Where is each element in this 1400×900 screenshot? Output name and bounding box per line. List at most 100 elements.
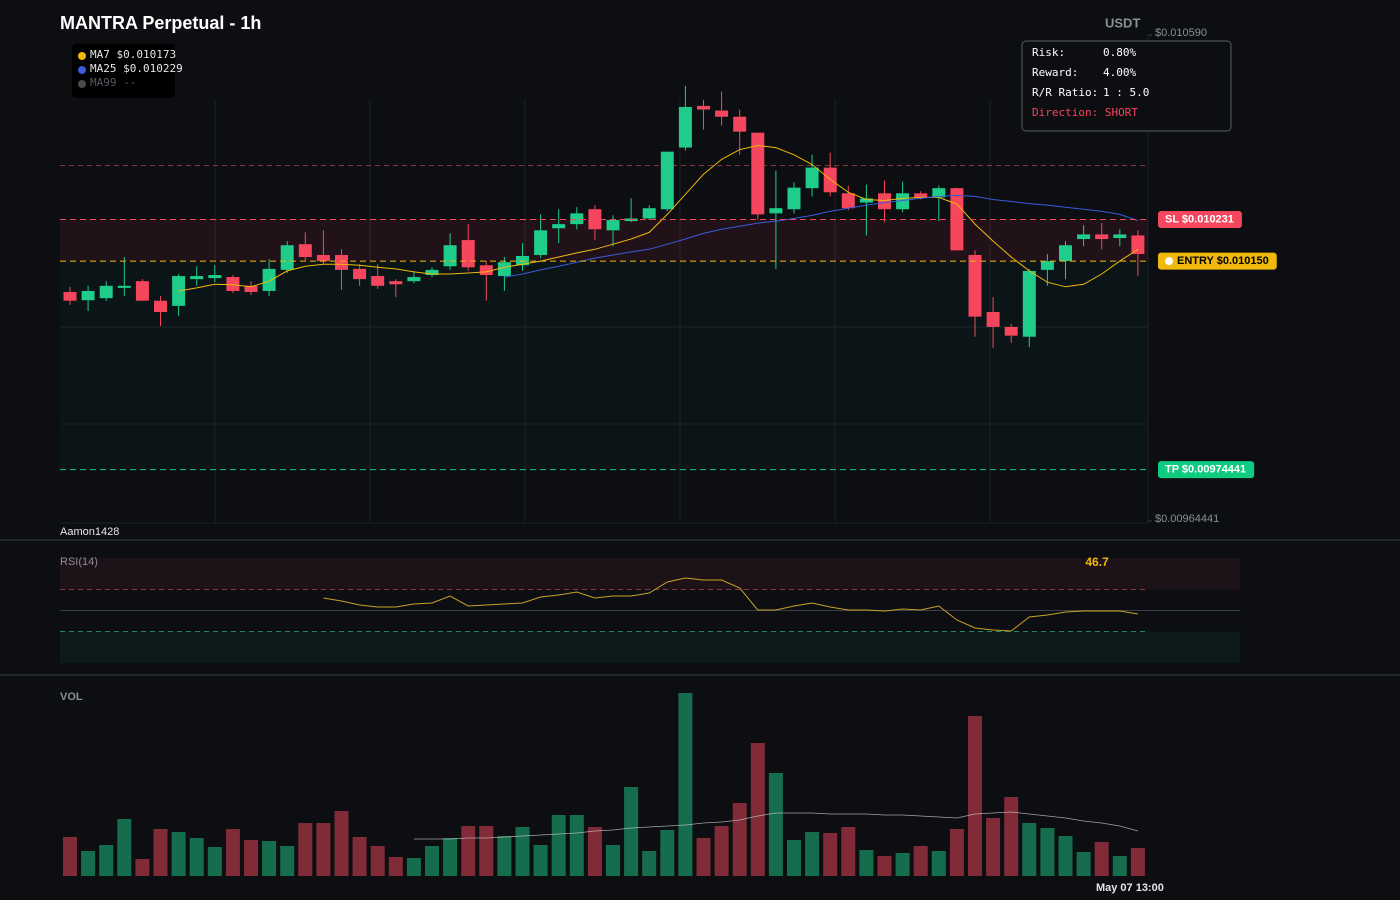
candle-body (371, 276, 385, 286)
volume-bar (189, 838, 204, 876)
candle-body (1077, 234, 1091, 240)
candle-body (407, 277, 421, 282)
volume-bar (768, 773, 783, 876)
candle-body (950, 188, 964, 251)
candle-body (1131, 235, 1145, 254)
volume-bar (949, 829, 964, 876)
candle-body (715, 110, 729, 117)
candle-body (968, 254, 982, 317)
candle-body (443, 245, 457, 267)
candle-body (425, 269, 439, 276)
volume-bar (787, 840, 801, 876)
rsi-value: 46.7 (1085, 555, 1109, 569)
volume-bar (153, 829, 168, 876)
marks: $0.010590 $0.00964441 SL $0.010231 ENTRY $0… (60, 27, 1277, 894)
candle-body (226, 277, 240, 291)
candle-body (1040, 261, 1054, 270)
candle-body (733, 116, 747, 132)
candle-body (280, 245, 294, 270)
legend-dot (78, 80, 86, 88)
volume-bar (931, 851, 946, 876)
risk-zone (60, 219, 1148, 262)
volume-bar (225, 829, 240, 876)
volume-bar (642, 851, 657, 876)
candle-body (117, 285, 131, 288)
volume-bar (533, 845, 548, 876)
volume-bar (551, 815, 566, 876)
volume-bar (1094, 842, 1109, 876)
trade-key: Risk: (1032, 46, 1065, 59)
volume-bar (1058, 836, 1073, 876)
candle-body (570, 213, 584, 225)
volume-bar (515, 827, 530, 876)
level-dot (1165, 257, 1173, 266)
volume-bar (388, 857, 403, 876)
volume-bar (461, 826, 476, 876)
volume-bar (425, 846, 439, 876)
candle-body (751, 132, 765, 215)
candle-body (660, 151, 674, 210)
volume-bar (207, 847, 222, 876)
level-label: SL $0.010231 (1165, 213, 1234, 225)
volume-bar (678, 693, 693, 876)
candle-body (81, 290, 95, 301)
volume-bar (316, 823, 331, 876)
x-tick-label: May 07 13:00 (1096, 882, 1164, 894)
rsi-title: RSI(14) (60, 556, 98, 568)
volume-bar (895, 853, 910, 876)
volume-bar (352, 837, 367, 876)
legend-label: MA7 $0.010173 (90, 48, 176, 61)
y-tick-label: $0.010590 (1155, 27, 1207, 39)
trade-value: 4.00% (1103, 66, 1136, 79)
volume-bar (587, 827, 602, 876)
volume-bar (805, 832, 820, 876)
volume-bar (841, 827, 856, 876)
level-label-box (1158, 252, 1277, 270)
level-label-box (1158, 211, 1242, 229)
volume-bar (334, 811, 349, 876)
volume-bar (696, 838, 711, 876)
candle-body (1113, 234, 1127, 239)
trade-value: 1 : 5.0 (1103, 86, 1149, 99)
volume-bar (1040, 828, 1055, 876)
candle-body (335, 254, 348, 270)
volume-bar (298, 823, 313, 876)
candle-body (353, 268, 367, 280)
grid (60, 35, 1149, 524)
candle-body (1059, 245, 1072, 262)
candle-body (298, 244, 312, 258)
candle-body (534, 230, 548, 255)
volume-bar (877, 856, 892, 876)
candle-body (135, 281, 149, 301)
volume-bar (262, 841, 277, 876)
candle-body (262, 268, 276, 291)
volume-bar (117, 819, 132, 876)
candle-body (1004, 326, 1018, 336)
volume-bar (986, 818, 1001, 876)
volume-bar (913, 846, 928, 876)
legend-dot (78, 52, 86, 60)
ma-line (504, 194, 1139, 278)
volume-bar (660, 830, 675, 876)
candle-body (787, 187, 801, 210)
legend-dot (78, 66, 86, 74)
candle-body (697, 105, 710, 110)
volume-title: VOL (60, 691, 83, 703)
candle-body (642, 208, 656, 219)
volume-bar (624, 787, 639, 876)
volume-bar (859, 850, 874, 876)
candle-body (479, 265, 493, 276)
watermark: Aamon1428 (60, 526, 119, 538)
trade-box (1021, 40, 1232, 132)
candle-body (461, 240, 475, 268)
candle-body (805, 167, 819, 189)
level-label: ENTRY $0.010150 (1177, 255, 1269, 267)
ma-legend-box (72, 44, 175, 98)
volume-bar (479, 826, 494, 876)
volume-bar (968, 716, 982, 876)
ma-line (178, 144, 1139, 292)
volume-bar (1022, 823, 1037, 876)
volume-bar (244, 840, 258, 876)
candle-body (516, 256, 529, 266)
